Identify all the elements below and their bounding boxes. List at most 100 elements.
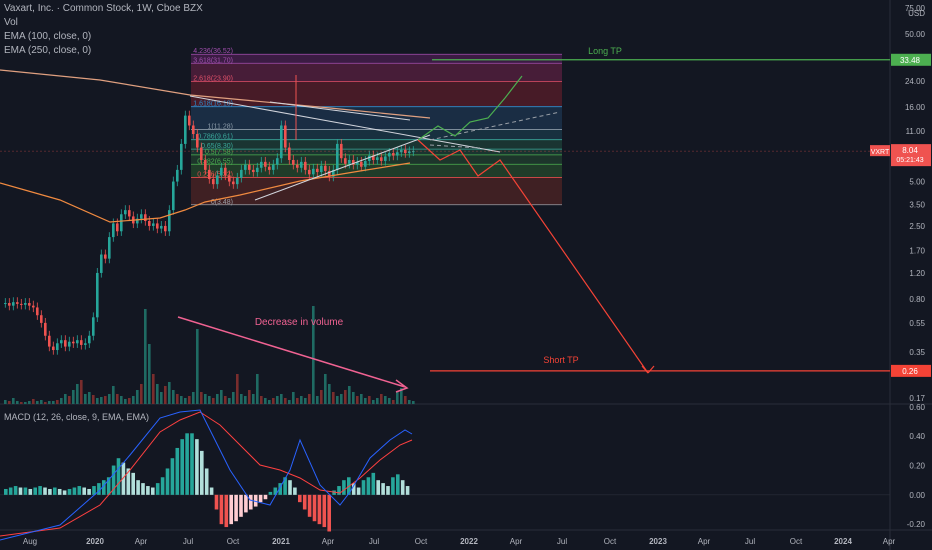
candle-body xyxy=(112,223,115,238)
macd-histogram-bar xyxy=(200,450,204,495)
candle-body xyxy=(320,165,323,173)
time-axis-label: Jul xyxy=(557,537,567,546)
volume-bar xyxy=(308,394,311,404)
candle-body xyxy=(256,167,259,173)
volume-bar xyxy=(24,402,27,404)
candle-body xyxy=(36,307,39,316)
macd-histogram-bar xyxy=(391,477,395,495)
volume-bar xyxy=(304,398,307,404)
macd-histogram-bar xyxy=(405,486,410,495)
volume-bar xyxy=(104,396,107,404)
macd-histogram-bar xyxy=(244,494,248,513)
last-price-badge: 8.04 xyxy=(902,146,918,155)
volume-bar xyxy=(152,374,155,404)
candle-body xyxy=(84,343,87,345)
legend-vol[interactable]: Vol xyxy=(4,17,18,28)
time-axis-label: 2021 xyxy=(272,537,290,546)
macd-legend[interactable]: MACD (12, 26, close, 9, EMA, EMA) xyxy=(4,412,150,422)
volume-bar xyxy=(236,374,239,404)
candle-body xyxy=(20,303,23,305)
macd-histogram-bar xyxy=(8,487,13,495)
volume-bar xyxy=(228,398,231,404)
short-arrowhead xyxy=(647,365,655,374)
candle-body xyxy=(120,214,123,232)
macd-histogram-bar xyxy=(224,494,229,528)
volume-bar xyxy=(60,398,63,404)
macd-histogram-bar xyxy=(268,491,273,495)
candle-body xyxy=(408,151,411,154)
volume-bar xyxy=(292,392,295,404)
volume-bar xyxy=(160,392,163,404)
legend-ema100[interactable]: EMA (100, close, 0) xyxy=(4,31,92,42)
volume-bar xyxy=(204,394,207,404)
volume-bar xyxy=(328,384,331,404)
macd-histogram-bar xyxy=(97,483,101,495)
time-axis-label: Jul xyxy=(745,537,755,546)
macd-histogram-bar xyxy=(293,487,297,495)
macd-histogram-bar xyxy=(214,494,219,510)
candle-body xyxy=(204,160,207,170)
macd-histogram-bar xyxy=(312,494,317,522)
macd-histogram-bar xyxy=(28,488,33,495)
macd-histogram-bar xyxy=(77,486,82,495)
candle-body xyxy=(144,214,147,222)
volume-bar xyxy=(156,384,159,404)
volume-bar xyxy=(20,402,23,404)
candle-body xyxy=(276,158,279,165)
volume-bar xyxy=(176,394,179,404)
volume-bar xyxy=(4,400,7,404)
macd-histogram-bar xyxy=(23,487,28,495)
macd-histogram-bar xyxy=(131,472,135,495)
volume-bar xyxy=(408,400,411,404)
candle-body xyxy=(4,303,7,305)
macd-histogram-bar xyxy=(62,490,67,495)
volume-bar xyxy=(360,394,363,404)
volume-bar xyxy=(260,396,263,404)
candle-body xyxy=(12,302,15,306)
macd-histogram-bar xyxy=(87,488,91,495)
fib-level-label: 0.786(9.61) xyxy=(197,134,233,141)
candle-body xyxy=(312,168,315,175)
volume-bar xyxy=(92,395,95,404)
volume-bar xyxy=(240,394,243,404)
volume-bar xyxy=(76,384,79,404)
candle-body xyxy=(284,125,287,148)
volume-bar xyxy=(52,401,55,404)
volume-bar xyxy=(164,386,167,404)
macd-histogram-bar xyxy=(209,487,214,495)
macd-histogram-bar xyxy=(249,494,253,510)
volume-bar xyxy=(244,396,247,404)
macd-histogram-bar xyxy=(400,480,405,495)
volume-bar xyxy=(268,400,271,404)
candle-body xyxy=(384,156,387,161)
chart-title[interactable]: Vaxart, Inc. · Common Stock, 1W, Cboe BZ… xyxy=(4,3,203,14)
fib-band xyxy=(191,149,562,155)
volume-bar xyxy=(32,399,35,404)
price-tick-label: 0.17 xyxy=(909,394,925,403)
volume-bar xyxy=(196,329,199,404)
volume-arrowhead xyxy=(395,379,409,393)
volume-bar xyxy=(272,398,275,404)
candle-body xyxy=(380,157,383,161)
volume-bar xyxy=(200,392,203,404)
volume-bar xyxy=(412,401,415,404)
fib-level-label: 0.382(6.55) xyxy=(197,158,233,165)
price-tick-label: 0.80 xyxy=(909,295,925,304)
volume-bar xyxy=(64,394,67,404)
volume-bar xyxy=(352,392,355,404)
volume-bar xyxy=(396,392,399,404)
legend-ema250[interactable]: EMA (250, close, 0) xyxy=(4,45,92,56)
candle-body xyxy=(40,315,43,323)
volume-bar xyxy=(356,396,359,404)
time-axis-label: Oct xyxy=(227,537,240,546)
volume-bar xyxy=(180,396,183,404)
macd-histogram-bar xyxy=(376,480,380,495)
macd-histogram-bar xyxy=(38,486,42,495)
volume-bar xyxy=(364,398,367,404)
volume-bar xyxy=(120,396,123,404)
volume-bar xyxy=(28,401,31,404)
fib-band xyxy=(191,164,562,178)
candle-body xyxy=(244,164,247,170)
